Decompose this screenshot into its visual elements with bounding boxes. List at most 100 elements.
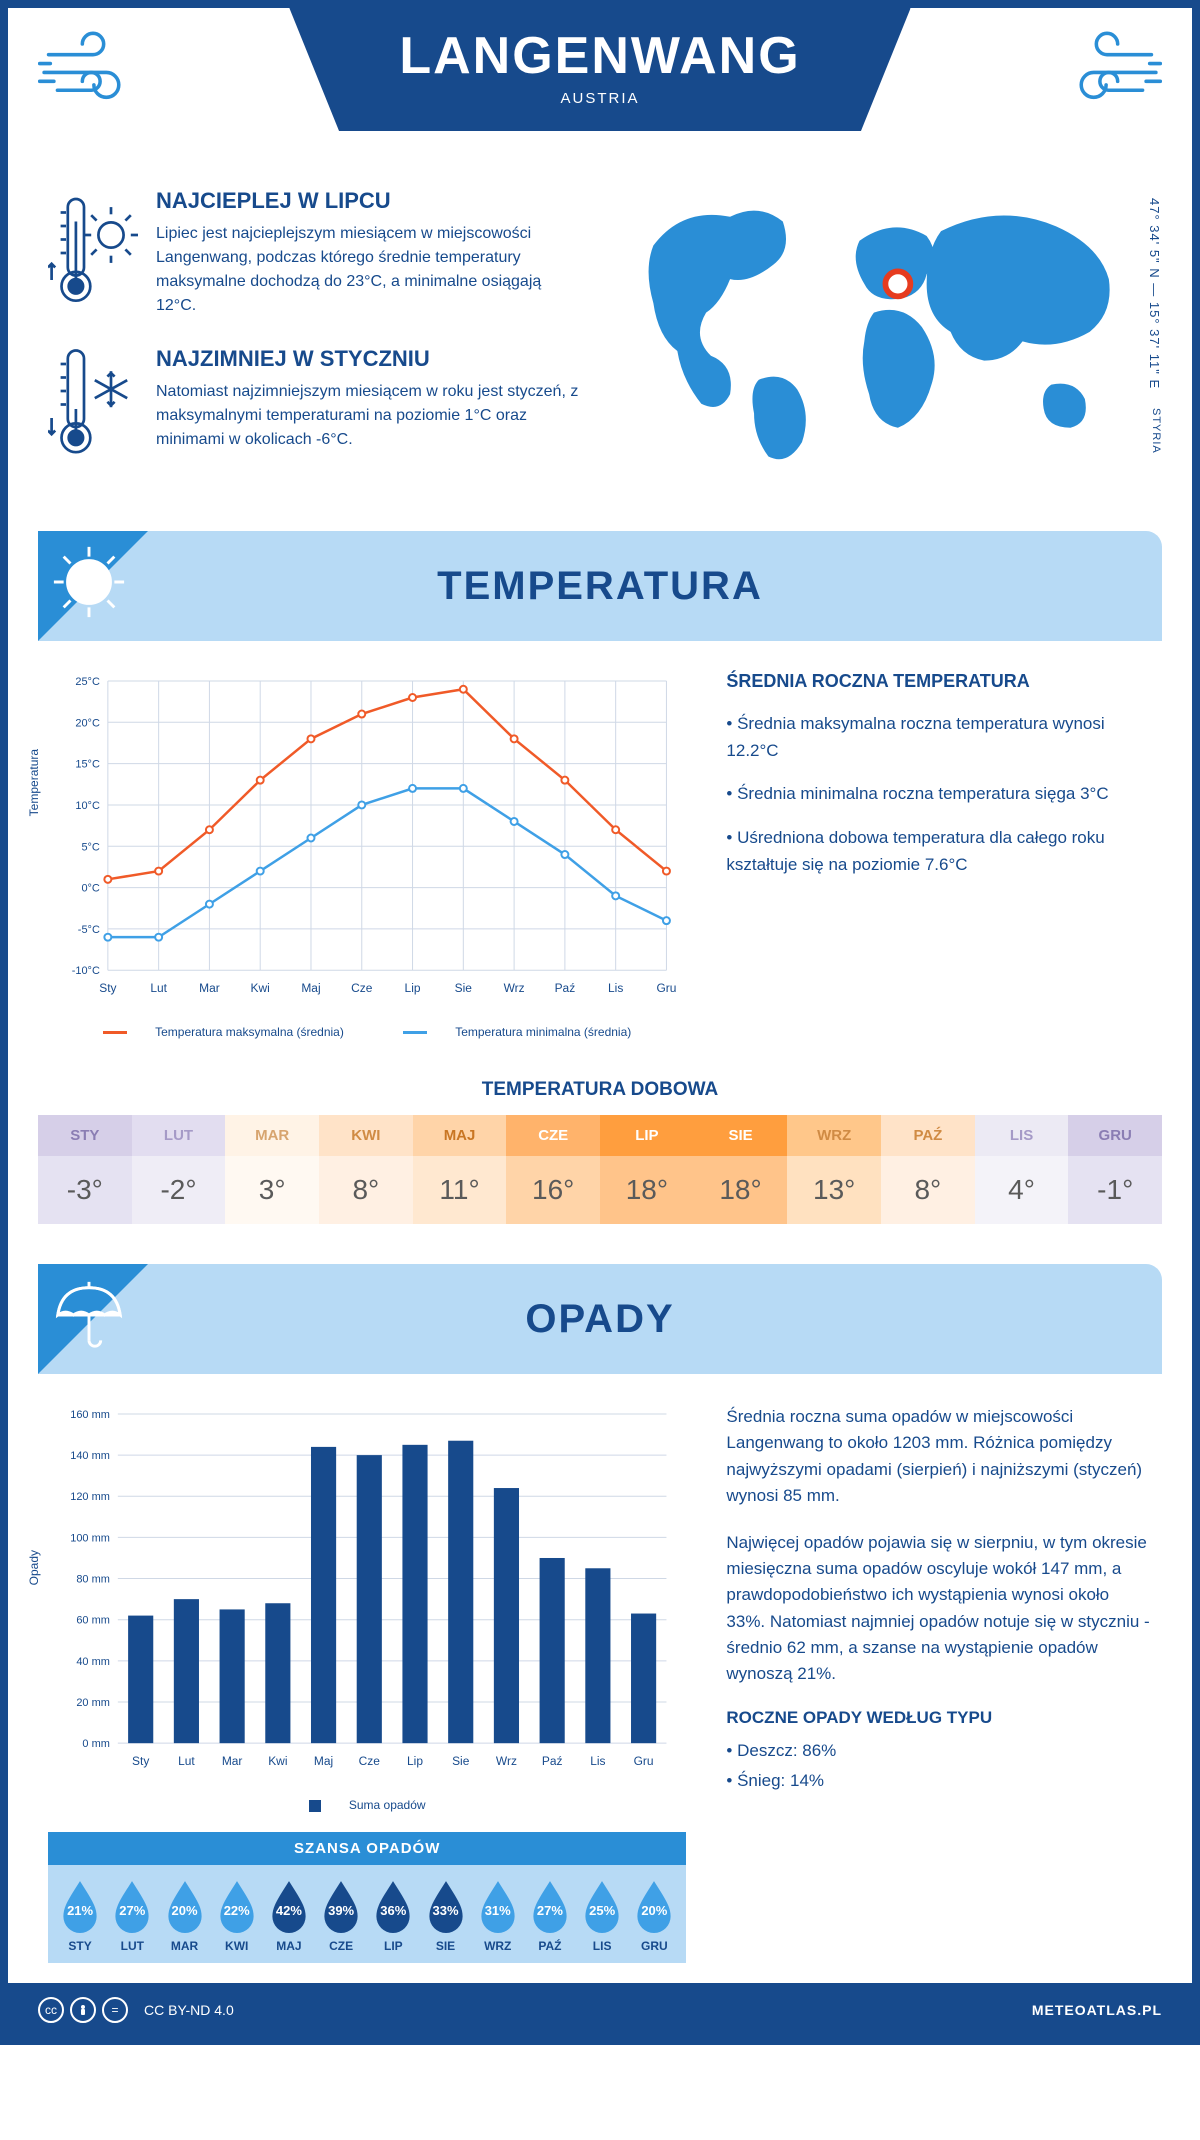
svg-text:Kwi: Kwi bbox=[268, 1754, 287, 1768]
precip-chart-ylabel: Opady bbox=[27, 1550, 41, 1585]
svg-text:Gru: Gru bbox=[656, 981, 676, 995]
svg-text:Mar: Mar bbox=[199, 981, 220, 995]
license-block: cc = CC BY-ND 4.0 bbox=[38, 1997, 234, 2023]
svg-text:140 mm: 140 mm bbox=[70, 1450, 110, 1462]
temp-chart-legend: Temperatura maksymalna (średnia) Tempera… bbox=[48, 1025, 686, 1039]
page: LANGENWANG AUSTRIA bbox=[0, 0, 1200, 2045]
svg-text:Sie: Sie bbox=[452, 1754, 470, 1768]
svg-text:Cze: Cze bbox=[351, 981, 373, 995]
daily-cell: STY-3° bbox=[38, 1115, 132, 1224]
wind-icon-right bbox=[1052, 28, 1162, 108]
chance-cell: 20%MAR bbox=[158, 1879, 210, 1953]
hottest-block: NAJCIEPLEJ W LIPCU Lipiec jest najcieple… bbox=[48, 188, 585, 318]
svg-text:Lip: Lip bbox=[407, 1754, 423, 1768]
svg-text:10°C: 10°C bbox=[75, 800, 100, 812]
svg-text:Gru: Gru bbox=[634, 1754, 654, 1768]
chance-cell: 21%STY bbox=[54, 1879, 106, 1953]
by-icon bbox=[70, 1997, 96, 2023]
city-title: LANGENWANG bbox=[399, 26, 800, 86]
precip-type-title: ROCZNE OPADY WEDŁUG TYPU bbox=[726, 1708, 1152, 1728]
temp-summary-line: • Uśredniona dobowa temperatura dla całe… bbox=[726, 824, 1152, 878]
svg-text:Lis: Lis bbox=[608, 981, 623, 995]
coldest-block: NAJZIMNIEJ W STYCZNIU Natomiast najzimni… bbox=[48, 346, 585, 463]
svg-text:Wrz: Wrz bbox=[504, 981, 525, 995]
temperature-chart: Temperatura -10°C-5°C0°C5°C10°C15°C20°C2… bbox=[48, 671, 686, 1039]
daily-cell: LIS4° bbox=[975, 1115, 1069, 1224]
svg-text:100 mm: 100 mm bbox=[70, 1533, 110, 1545]
svg-text:Sty: Sty bbox=[132, 1754, 149, 1768]
svg-text:Sie: Sie bbox=[455, 981, 473, 995]
daily-cell: LUT-2° bbox=[132, 1115, 226, 1224]
country-subtitle: AUSTRIA bbox=[399, 90, 800, 107]
svg-text:80 mm: 80 mm bbox=[76, 1574, 110, 1586]
precip-chance-strip: SZANSA OPADÓW 21%STY27%LUT20%MAR22%KWI42… bbox=[48, 1832, 686, 1963]
svg-text:-5°C: -5°C bbox=[78, 924, 100, 936]
daily-cell: GRU-1° bbox=[1068, 1115, 1162, 1224]
chance-cell: 27%PAŹ bbox=[524, 1879, 576, 1953]
temp-chart-ylabel: Temperatura bbox=[27, 749, 41, 816]
license-text: CC BY-ND 4.0 bbox=[144, 2002, 234, 2018]
svg-text:40 mm: 40 mm bbox=[76, 1656, 110, 1668]
svg-text:Sty: Sty bbox=[99, 981, 116, 995]
temp-summary-title: ŚREDNIA ROCZNA TEMPERATURA bbox=[726, 671, 1152, 692]
chance-cell: 20%GRU bbox=[628, 1879, 680, 1953]
hottest-body: Lipiec jest najcieplejszym miesiącem w m… bbox=[156, 222, 585, 318]
svg-text:Wrz: Wrz bbox=[496, 1754, 517, 1768]
daily-temp-title: TEMPERATURA DOBOWA bbox=[8, 1079, 1192, 1101]
svg-text:Kwi: Kwi bbox=[251, 981, 270, 995]
svg-text:Maj: Maj bbox=[301, 981, 320, 995]
chance-cell: 25%LIS bbox=[576, 1879, 628, 1953]
svg-text:Lip: Lip bbox=[405, 981, 421, 995]
region-label: STYRIA bbox=[1150, 408, 1162, 454]
chance-title: SZANSA OPADÓW bbox=[48, 1832, 686, 1865]
precip-p2: Najwięcej opadów pojawia się w sierpniu,… bbox=[726, 1530, 1152, 1688]
wind-icon-left bbox=[38, 28, 148, 108]
thermometer-cold-icon bbox=[48, 346, 138, 463]
precip-summary: Średnia roczna suma opadów w miejscowośc… bbox=[726, 1404, 1152, 1963]
svg-text:0 mm: 0 mm bbox=[82, 1738, 109, 1750]
site-name: METEOATLAS.PL bbox=[1032, 2002, 1162, 2018]
chance-cell: 27%LUT bbox=[106, 1879, 158, 1953]
footer: cc = CC BY-ND 4.0 METEOATLAS.PL bbox=[8, 1983, 1192, 2037]
daily-cell: WRZ13° bbox=[787, 1115, 881, 1224]
world-map bbox=[615, 188, 1152, 481]
svg-text:Lis: Lis bbox=[590, 1754, 605, 1768]
chance-cell: 36%LIP bbox=[367, 1879, 419, 1953]
coldest-body: Natomiast najzimniejszym miesiącem w rok… bbox=[156, 380, 585, 452]
precip-type-line: • Deszcz: 86% bbox=[726, 1738, 1152, 1764]
svg-text:160 mm: 160 mm bbox=[70, 1409, 110, 1421]
chance-cell: 31%WRZ bbox=[472, 1879, 524, 1953]
daily-cell: MAR3° bbox=[225, 1115, 319, 1224]
chance-cell: 39%CZE bbox=[315, 1879, 367, 1953]
daily-temp-table: STY-3°LUT-2°MAR3°KWI8°MAJ11°CZE16°LIP18°… bbox=[38, 1115, 1162, 1224]
svg-text:15°C: 15°C bbox=[75, 759, 100, 771]
svg-text:Paź: Paź bbox=[542, 1754, 563, 1768]
cc-icon: cc bbox=[38, 1997, 64, 2023]
precip-section-bar: OPADY bbox=[38, 1264, 1162, 1374]
chance-cell: 33%SIE bbox=[419, 1879, 471, 1953]
daily-cell: CZE16° bbox=[506, 1115, 600, 1224]
svg-text:120 mm: 120 mm bbox=[70, 1491, 110, 1503]
thermometer-hot-icon bbox=[48, 188, 138, 318]
precip-type-line: • Śnieg: 14% bbox=[726, 1768, 1152, 1794]
svg-text:25°C: 25°C bbox=[75, 676, 100, 688]
coldest-title: NAJZIMNIEJ W STYCZNIU bbox=[156, 346, 585, 372]
svg-text:Lut: Lut bbox=[150, 981, 167, 995]
daily-cell: MAJ11° bbox=[413, 1115, 507, 1224]
svg-text:0°C: 0°C bbox=[81, 883, 99, 895]
svg-text:-10°C: -10°C bbox=[72, 965, 100, 977]
svg-text:20°C: 20°C bbox=[75, 717, 100, 729]
chance-cell: 42%MAJ bbox=[263, 1879, 315, 1953]
svg-text:20 mm: 20 mm bbox=[76, 1697, 110, 1709]
hottest-title: NAJCIEPLEJ W LIPCU bbox=[156, 188, 585, 214]
temperature-section-bar: TEMPERATURA bbox=[38, 531, 1162, 641]
chance-cell: 22%KWI bbox=[211, 1879, 263, 1953]
precip-title: OPADY bbox=[38, 1264, 1162, 1374]
precip-chart: Opady 0 mm20 mm40 mm60 mm80 mm100 mm120 … bbox=[48, 1404, 686, 1963]
daily-cell: PAŹ8° bbox=[881, 1115, 975, 1224]
daily-cell: KWI8° bbox=[319, 1115, 413, 1224]
precip-chart-legend: Suma opadów bbox=[48, 1798, 686, 1812]
nd-icon: = bbox=[102, 1997, 128, 2023]
temperature-summary: ŚREDNIA ROCZNA TEMPERATURA • Średnia mak… bbox=[726, 671, 1152, 1039]
temp-summary-line: • Średnia minimalna roczna temperatura s… bbox=[726, 780, 1152, 807]
